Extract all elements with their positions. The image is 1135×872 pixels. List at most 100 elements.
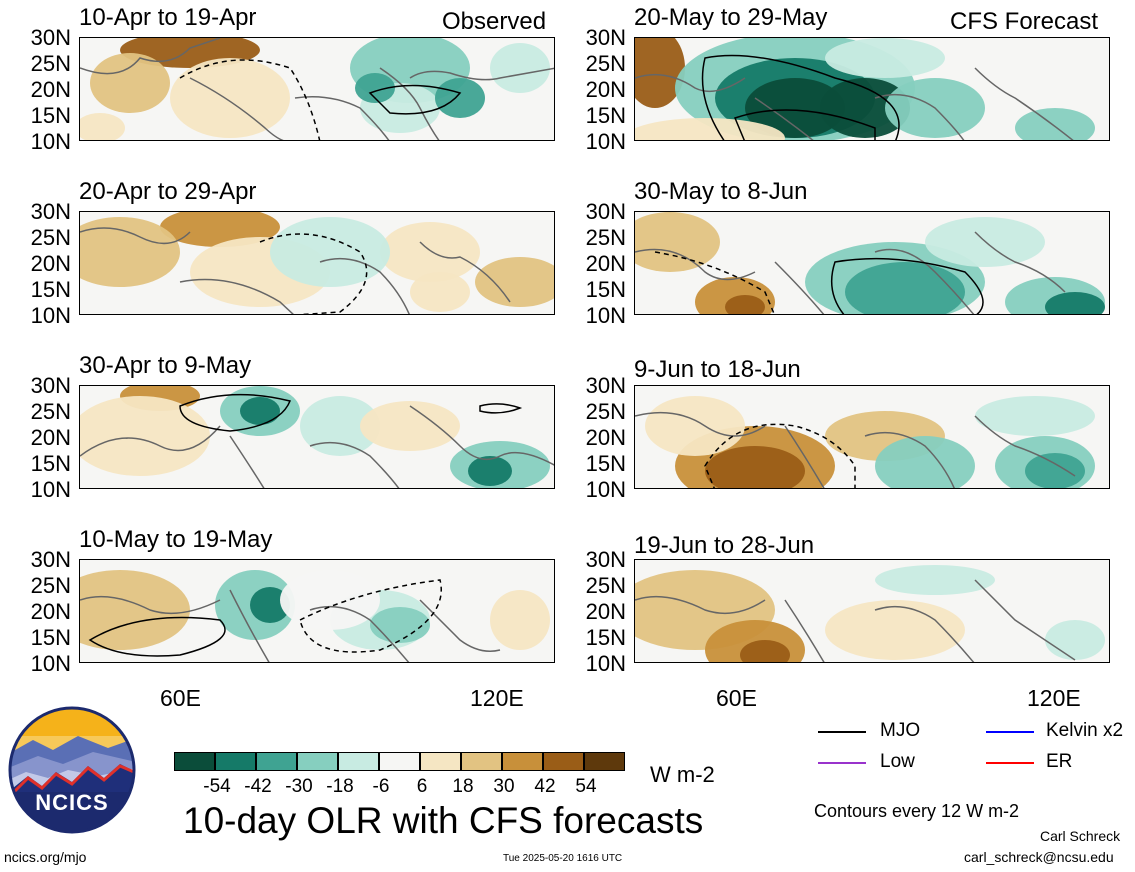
- olr-map: [634, 385, 1110, 489]
- panel-date-label: 10-Apr to 19-Apr: [79, 4, 257, 31]
- lat-label: 25N: [30, 399, 71, 424]
- mjo-contour: [479, 403, 523, 414]
- olr-anomaly-area: [645, 396, 745, 456]
- lat-label: 25N: [30, 573, 71, 598]
- olr-anomaly-area: [280, 570, 380, 630]
- legend-low: Low: [880, 751, 915, 772]
- olr-anomaly-area: [80, 217, 180, 287]
- timestamp: Tue 2025-05-20 1616 UTC: [503, 853, 623, 864]
- lat-label: 20N: [585, 251, 626, 276]
- olr-anomaly-area: [468, 456, 512, 486]
- olr-anomaly-area: [300, 396, 380, 456]
- lat-label: 30N: [585, 199, 626, 224]
- olr-anomaly-area: [435, 78, 485, 118]
- main-title: 10-day OLR with CFS forecasts: [183, 800, 704, 841]
- colorbar-units: W m-2: [650, 762, 715, 787]
- olr-anomaly-area: [845, 262, 965, 314]
- mjo-line-swatch: [818, 731, 866, 733]
- lat-label: 20N: [585, 425, 626, 450]
- site-link[interactable]: ncics.org/mjo: [4, 849, 87, 865]
- colorbar-tick-label: 42: [534, 776, 556, 797]
- mjo-contour: [179, 59, 321, 140]
- colorbar-swatch: [543, 752, 584, 771]
- olr-map: [634, 211, 1110, 315]
- olr-anomaly-area: [80, 570, 190, 650]
- olr-anomaly-area: [740, 640, 790, 662]
- colorbar-swatch: [174, 752, 215, 771]
- coastline: [635, 579, 1076, 662]
- lat-label: 10N: [30, 477, 71, 502]
- olr-anomaly-area: [360, 401, 460, 451]
- mjo-contour: [299, 579, 442, 653]
- olr-anomaly-area: [380, 222, 480, 282]
- olr-anomaly-area: [370, 607, 430, 643]
- lat-label: 20N: [30, 425, 71, 450]
- lat-label: 15N: [30, 103, 71, 128]
- lat-label: 25N: [30, 51, 71, 76]
- lat-label: 25N: [30, 225, 71, 250]
- low-line-swatch: [818, 762, 866, 764]
- lon-label-60e: 60E: [160, 685, 201, 711]
- kelvin-line-swatch: [986, 731, 1034, 733]
- olr-anomaly-area: [635, 38, 685, 108]
- author-email[interactable]: carl_schreck@ncsu.edu: [964, 849, 1114, 865]
- olr-anomaly-area: [355, 73, 395, 103]
- olr-anomaly-area: [270, 217, 390, 287]
- coastline: [635, 231, 1066, 314]
- olr-anomaly-area: [1015, 108, 1095, 140]
- lat-label: 15N: [30, 277, 71, 302]
- lat-label: 25N: [585, 225, 626, 250]
- colorbar-swatch: [502, 752, 543, 771]
- lat-label: 15N: [585, 451, 626, 476]
- colorbar-tick-label: 30: [493, 776, 515, 797]
- olr-anomaly-area: [820, 78, 910, 138]
- colorbar-tick-label: -18: [326, 776, 354, 797]
- mjo-contour: [701, 54, 900, 140]
- lon-label-120e: 120E: [470, 685, 524, 711]
- olr-anomaly-area: [635, 212, 720, 272]
- olr-anomaly-area: [875, 436, 975, 488]
- mjo-contour: [259, 233, 368, 314]
- colorbar-tick-label: -30: [285, 776, 313, 797]
- colorbar-swatch: [379, 752, 420, 771]
- olr-map: [79, 385, 555, 489]
- lat-label: 10N: [585, 651, 626, 676]
- lat-label: 30N: [585, 25, 626, 50]
- panel-date-label: 20-May to 29-May: [634, 4, 828, 31]
- coastline: [635, 67, 1074, 140]
- colorbar-swatch: [461, 752, 502, 771]
- lat-label: 20N: [585, 599, 626, 624]
- olr-map: [79, 37, 555, 141]
- contour-note: Contours every 12 W m-2: [814, 801, 1020, 821]
- lat-label: 30N: [585, 373, 626, 398]
- olr-anomaly-area: [80, 113, 125, 140]
- mjo-contour: [654, 251, 775, 314]
- panel-date-label: 30-May to 8-Jun: [634, 178, 808, 205]
- panel-date-label: 20-Apr to 29-Apr: [79, 178, 257, 205]
- lat-label: 30N: [30, 547, 71, 572]
- lat-label: 10N: [30, 651, 71, 676]
- lat-label: 30N: [30, 25, 71, 50]
- mjo-contour: [368, 84, 462, 115]
- ncics-logo: NCICS: [8, 706, 136, 834]
- lat-label: 30N: [585, 547, 626, 572]
- lat-label: 30N: [30, 373, 71, 398]
- colorbar-swatch: [584, 752, 625, 771]
- panel-date-label: 19-Jun to 28-Jun: [634, 532, 815, 559]
- lat-label: 15N: [585, 277, 626, 302]
- coastline: [80, 38, 554, 140]
- mjo-contour: [704, 423, 856, 488]
- colorbar-tick-label: -6: [372, 776, 390, 797]
- olr-anomaly-area: [1025, 453, 1085, 488]
- olr-map: [79, 559, 555, 663]
- lat-label: 10N: [30, 303, 71, 328]
- mjo-contour: [179, 393, 292, 432]
- lat-label: 15N: [585, 103, 626, 128]
- lat-label: 10N: [30, 129, 71, 154]
- er-line-swatch: [986, 762, 1034, 764]
- forecast-label: CFS Forecast: [950, 8, 1099, 35]
- lat-label: 10N: [585, 129, 626, 154]
- olr-anomaly-area: [975, 396, 1095, 436]
- olr-anomaly-area: [240, 397, 280, 425]
- lat-label: 15N: [30, 451, 71, 476]
